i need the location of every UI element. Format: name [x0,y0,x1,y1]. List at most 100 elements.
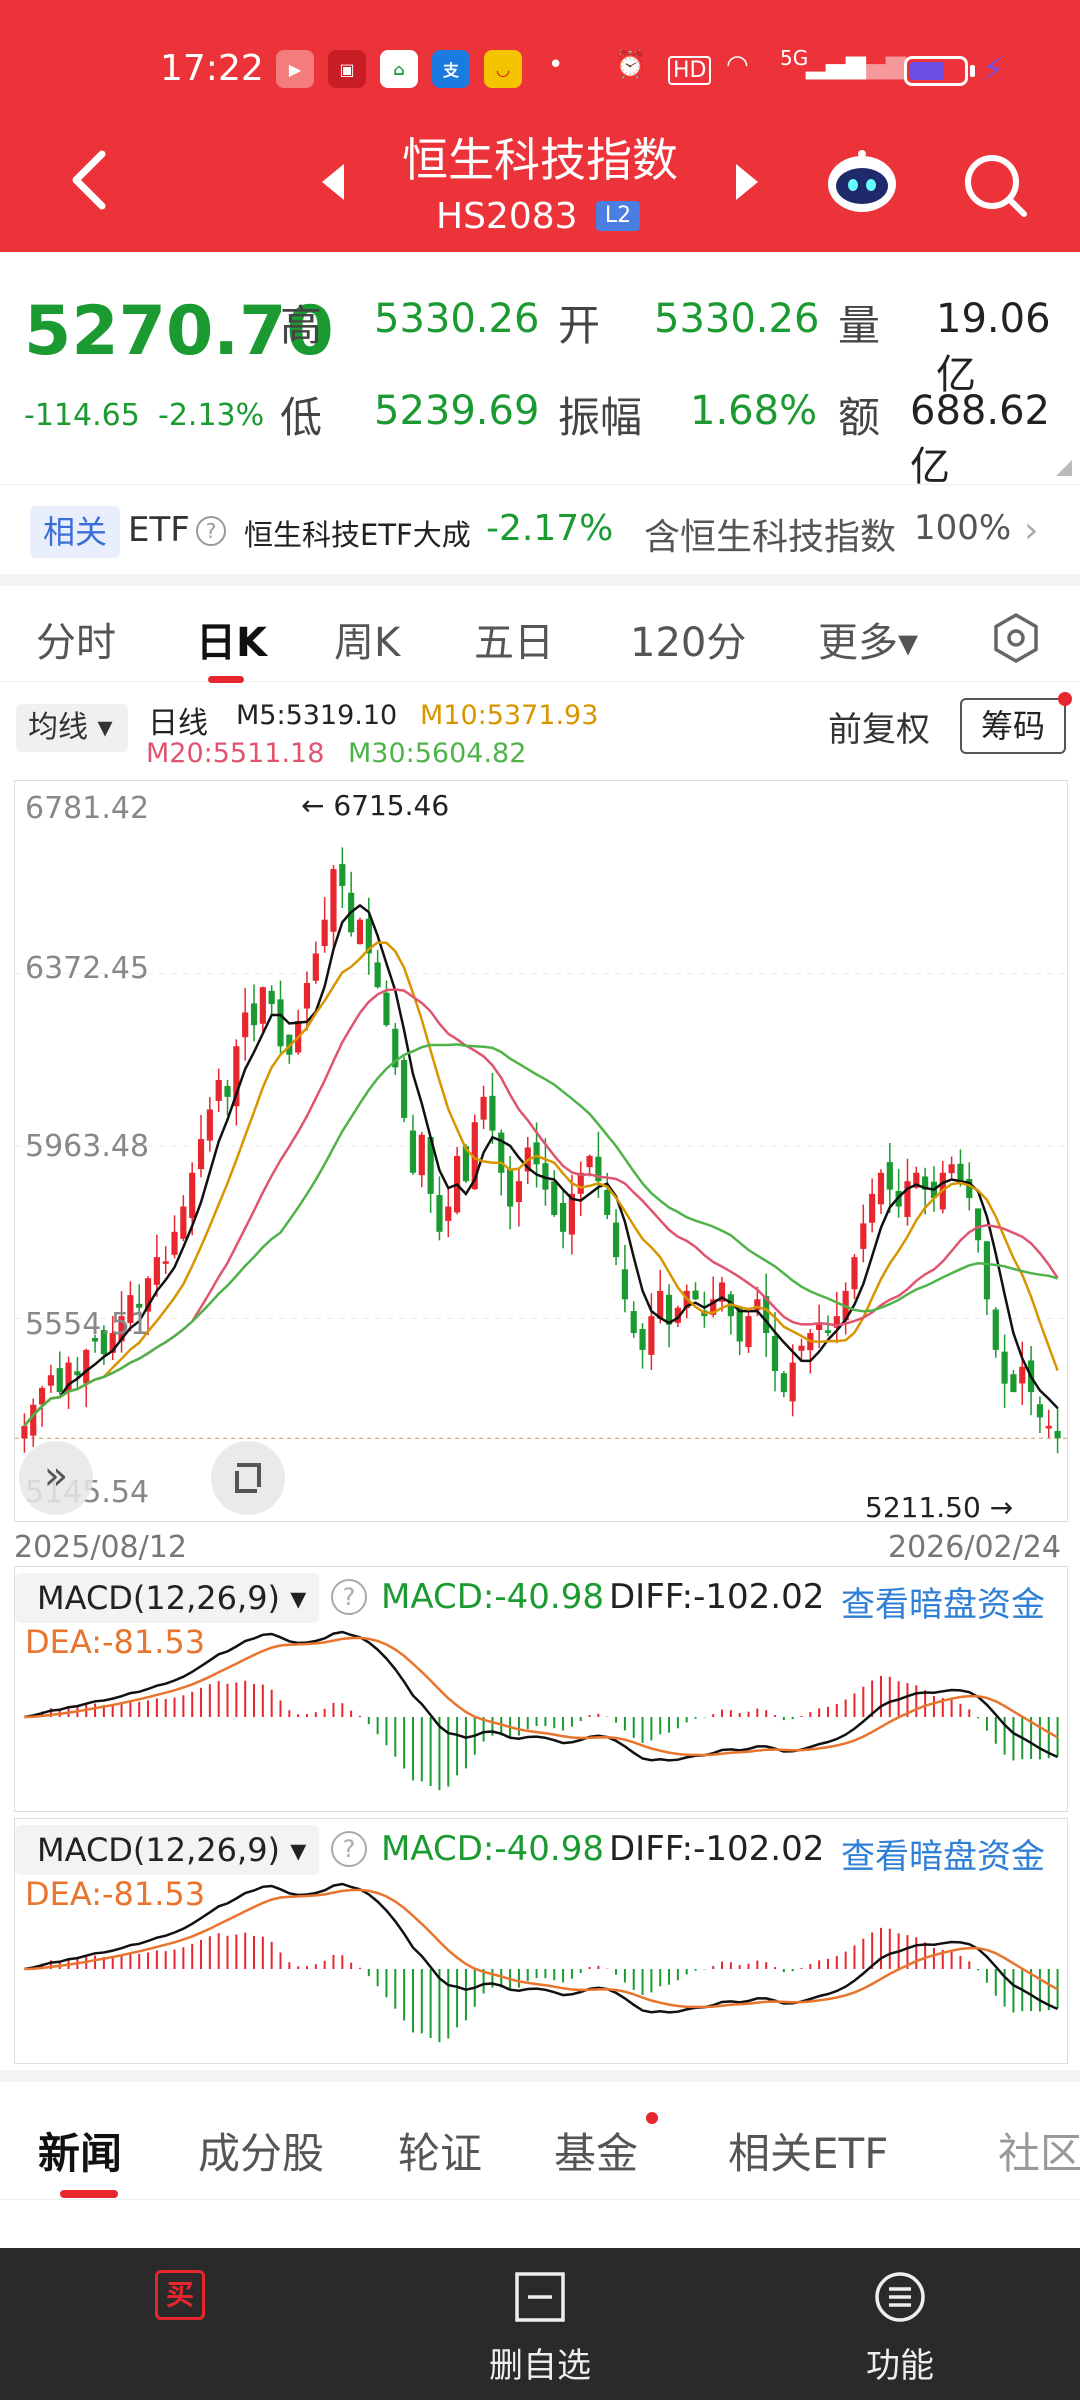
hd-icon: HD [668,56,712,85]
etf-name: 恒生科技ETF大成 [244,518,471,552]
candle-body [568,1193,575,1235]
prev-stock-icon[interactable] [318,160,348,204]
function-menu-button[interactable]: 功能 [800,2270,1000,2387]
candle-body [710,1299,717,1315]
candle-body [754,1299,761,1311]
tab-funds[interactable]: 基金 [554,2129,639,2178]
candle-body [321,919,328,947]
expand-quote-icon[interactable] [1056,460,1072,476]
candle-body [1045,1425,1052,1429]
candle-body [374,962,381,988]
tab-intraday[interactable]: 分时 [36,620,116,666]
etf-holding-label: 含恒生科技指数 [644,517,897,558]
candle-body [356,919,364,945]
adjust-mode[interactable]: 前复权 [828,710,930,750]
notification-dot [646,2112,658,2124]
ma-select[interactable]: 均线 ▾ [16,704,128,752]
tab-news[interactable]: 新闻 [38,2129,123,2178]
dark-pool-link[interactable]: 查看暗盘资金 [841,1585,1045,1625]
candle-body [639,1329,646,1350]
signal-icon: ▂▄▆ [806,50,866,80]
dea-value: DEA:-81.53 [25,1875,206,1913]
tab-community[interactable]: 社区 [998,2129,1080,2178]
macd-panel-2[interactable]: MACD(12,26,9) ▾ ? MACD:-40.98 DIFF:-102.… [14,1818,1068,2064]
candle-body [65,1362,72,1393]
buy-button[interactable]: 买 [80,2270,280,2324]
candle-body [904,1181,911,1217]
candle-body [621,1269,628,1300]
help-icon[interactable]: ? [331,1579,367,1615]
candle-body [339,864,346,886]
candle-body [824,1330,832,1334]
tab-weekly-k[interactable]: 周K [334,620,401,666]
open-value: 5330.26 [654,296,820,342]
macd-select[interactable]: MACD(12,26,9) ▾ [15,1825,319,1875]
ma20-value: M20:5511.18 [146,738,325,769]
candle-body [816,1324,823,1331]
macd-panel-1[interactable]: MACD(12,26,9) ▾ ? MACD:-40.98 DIFF:-102.… [14,1566,1068,1812]
related-etf-bar[interactable]: 相关 ETF ? 恒生科技ETF大成 -2.17% 含恒生科技指数 100% › [0,492,1080,572]
date-start: 2025/08/12 [14,1530,187,1565]
candle-body [586,1155,593,1168]
alipay-app-icon: 支 [432,50,470,88]
function-label: 功能 [866,2346,934,2386]
candle-body [312,953,319,981]
kline-chart[interactable]: 6781.42 6372.45 5963.48 5554.51 5145.54 … [14,780,1068,1524]
diff-line [24,1630,1059,1762]
tab-daily-k[interactable]: 日K [196,620,267,666]
macd-value: MACD:-40.98 [381,1829,604,1869]
expand-icon[interactable]: » [19,1441,93,1515]
fullscreen-icon[interactable] [211,1441,285,1515]
battery-icon [904,56,968,86]
candle-body [692,1290,699,1300]
candle-body [657,1290,664,1319]
diff-value: DIFF:-102.02 [609,1577,825,1617]
dark-pool-link[interactable]: 查看暗盘资金 [841,1837,1045,1877]
remove-watchlist-button[interactable]: 删自选 [440,2270,640,2387]
macd-svg-1 [24,1630,1059,1791]
candle-body [233,1046,240,1107]
tab-indicator [60,2190,118,2198]
candle-body [277,999,284,1047]
price-label-1: 6781.42 [25,791,150,826]
tab-constituents[interactable]: 成分股 [198,2129,325,2178]
candle-body [206,1109,213,1141]
tab-warrants[interactable]: 轮证 [398,2129,483,2178]
help-icon[interactable]: ? [331,1831,367,1867]
settings-icon[interactable] [990,612,1042,664]
candle-body [47,1375,54,1386]
macd-select[interactable]: MACD(12,26,9) ▾ [15,1573,319,1623]
chip-button[interactable]: 筹码 [960,698,1066,754]
amplitude-label: 振幅 [558,393,643,442]
tab-120min[interactable]: 120分 [630,620,747,666]
candle-body [533,1142,540,1165]
tab-related-etf[interactable]: 相关ETF [728,2129,889,2178]
tab-more[interactable]: 更多▾ [818,620,919,666]
candle-body [242,1012,249,1038]
tab-five-day[interactable]: 五日 [474,620,554,666]
high-value: 5330.26 [374,296,540,342]
macd-svg-2 [24,1882,1059,2043]
candle-body [498,1132,505,1173]
robot-assistant-icon[interactable] [824,148,900,214]
candle-body [303,982,311,1009]
news-app-icon: ▣ [328,50,366,88]
candle-body [983,1241,991,1300]
candle-body [507,1168,514,1207]
help-icon[interactable]: ? [196,516,226,546]
candle-body [922,1176,929,1190]
search-icon[interactable] [960,150,1030,220]
candle-body [436,1195,443,1232]
candle-body [966,1179,973,1199]
info-tabs: 新闻 成分股 轮证 基金 相关ETF 社区 [0,2082,1080,2200]
back-icon[interactable] [60,140,120,220]
next-stock-icon[interactable] [732,160,762,204]
alarm-icon: ⏰ [614,50,647,80]
candle-body [100,1329,107,1355]
etf-label: ETF [128,510,190,550]
candle-body [180,1206,187,1239]
notification-dot-icon: • [548,50,564,80]
section-divider [0,574,1080,586]
candle-body [136,1303,143,1308]
dea-value: DEA:-81.53 [25,1623,206,1661]
